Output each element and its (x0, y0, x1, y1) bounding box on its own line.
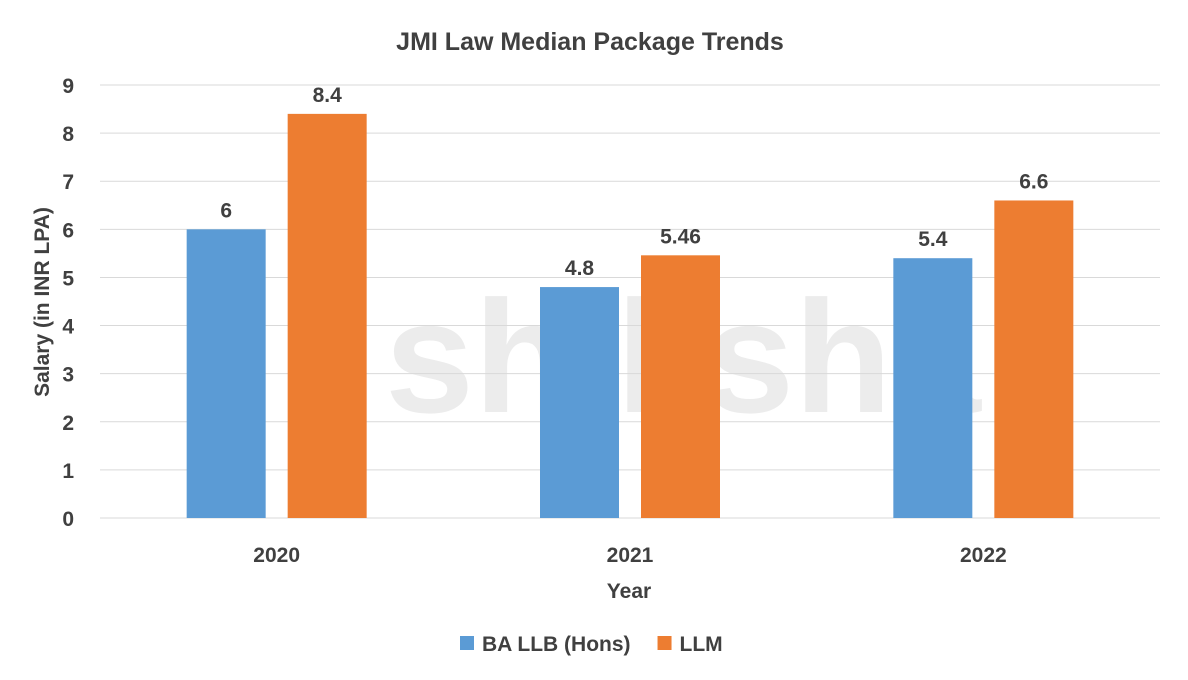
y-tick-label: 0 (62, 508, 74, 531)
legend-label: BA LLB (Hons) (482, 633, 631, 656)
y-tick-label: 3 (62, 364, 74, 387)
x-tick-label: 2020 (253, 544, 300, 567)
y-tick-label: 9 (62, 75, 74, 98)
legend: BA LLB (Hons) LLM (460, 633, 723, 656)
bar-llm-2022 (994, 200, 1074, 518)
data-label: 6.6 (1019, 170, 1048, 193)
data-label: 4.8 (565, 257, 595, 280)
y-tick-label: 2 (62, 412, 74, 435)
x-tick-label: 2021 (607, 544, 654, 567)
y-tick-label: 7 (62, 171, 74, 194)
y-tick-label: 6 (62, 219, 74, 242)
x-tick-labels: 2020 2021 2022 (253, 544, 1006, 567)
bar-ba-llb-hons--2021 (540, 287, 619, 518)
gridlines (100, 84, 1160, 519)
data-labels: 6 8.4 4.8 5.46 5.4 6.6 (220, 84, 1048, 280)
data-label: 6 (220, 199, 232, 222)
y-tick-label: 1 (62, 460, 74, 483)
x-axis-label: Year (607, 580, 651, 603)
y-tick-label: 4 (62, 316, 74, 339)
data-label: 5.46 (660, 225, 701, 248)
y-tick-labels: 0 1 2 3 4 5 6 7 8 9 (62, 75, 74, 531)
bar-llm-2021 (641, 255, 720, 518)
y-tick-label: 5 (62, 267, 74, 290)
bar-ba-llb-hons--2020 (186, 229, 266, 519)
data-label: 8.4 (313, 84, 343, 107)
bar-ba-llb-hons--2022 (893, 258, 973, 518)
legend-swatch (460, 636, 474, 650)
bar-llm-2020 (287, 113, 367, 518)
chart-title: JMI Law Median Package Trends (396, 28, 784, 56)
bars (186, 113, 1074, 519)
legend-label: LLM (680, 633, 723, 656)
y-tick-label: 8 (62, 123, 74, 146)
data-label: 5.4 (918, 228, 948, 251)
y-axis-label: Salary (in INR LPA) (31, 207, 54, 397)
x-tick-label: 2022 (960, 544, 1007, 567)
legend-swatch (657, 636, 672, 650)
